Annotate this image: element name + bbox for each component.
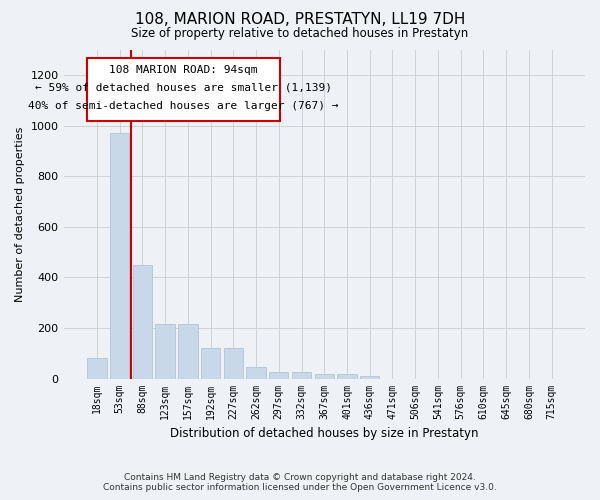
Bar — [224, 348, 243, 378]
X-axis label: Distribution of detached houses by size in Prestatyn: Distribution of detached houses by size … — [170, 427, 479, 440]
Bar — [178, 324, 197, 378]
Bar — [87, 358, 107, 378]
Bar — [337, 374, 356, 378]
Bar — [360, 376, 379, 378]
Bar — [314, 374, 334, 378]
Text: 108 MARION ROAD: 94sqm: 108 MARION ROAD: 94sqm — [109, 65, 257, 75]
Bar — [247, 366, 266, 378]
Bar — [133, 265, 152, 378]
Text: Contains HM Land Registry data © Crown copyright and database right 2024.
Contai: Contains HM Land Registry data © Crown c… — [103, 473, 497, 492]
FancyBboxPatch shape — [86, 58, 280, 121]
Bar — [155, 324, 175, 378]
Bar — [269, 372, 289, 378]
Bar — [110, 134, 130, 378]
Bar — [201, 348, 220, 378]
Y-axis label: Number of detached properties: Number of detached properties — [15, 126, 25, 302]
Text: 108, MARION ROAD, PRESTATYN, LL19 7DH: 108, MARION ROAD, PRESTATYN, LL19 7DH — [135, 12, 465, 28]
Text: Size of property relative to detached houses in Prestatyn: Size of property relative to detached ho… — [131, 28, 469, 40]
Text: ← 59% of detached houses are smaller (1,139): ← 59% of detached houses are smaller (1,… — [35, 83, 332, 93]
Bar — [292, 372, 311, 378]
Text: 40% of semi-detached houses are larger (767) →: 40% of semi-detached houses are larger (… — [28, 100, 338, 110]
